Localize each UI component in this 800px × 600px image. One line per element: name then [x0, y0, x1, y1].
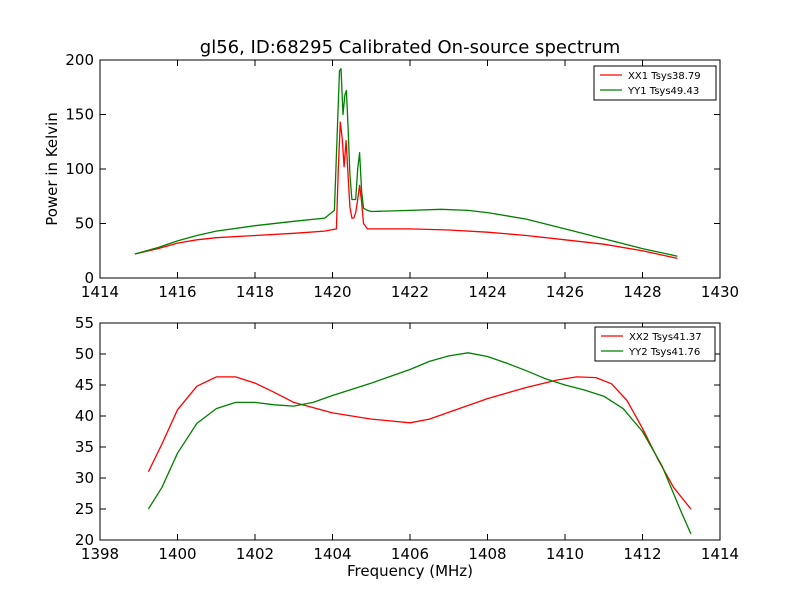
- y-tick-label: 100: [65, 160, 94, 178]
- x-tick-label: 1400: [158, 545, 196, 563]
- x-tick-label: 1406: [391, 545, 429, 563]
- legend-box: [594, 326, 716, 362]
- y-tick-label: 55: [75, 314, 94, 332]
- x-tick-label: 1424: [468, 283, 506, 301]
- series-line-yy1: [134, 68, 678, 257]
- legend-box: [593, 65, 717, 101]
- top-y-axis-label: Power in Kelvin: [43, 112, 61, 226]
- bottom-panel: Frequency (MHz) 1398 1400 1402 1404 1406 1408…: [75, 314, 739, 580]
- y-tick-label: 30: [75, 469, 94, 487]
- x-tick-label: 1426: [546, 283, 584, 301]
- legend: XX2 Tsys41.37 YY2 Tsys41.76: [594, 326, 716, 362]
- series-line-xx2: [147, 376, 692, 510]
- legend-label: YY1 Tsys49.43: [627, 86, 699, 97]
- top-panel: gl56, ID:68295 Calibrated On-source spec…: [43, 37, 739, 301]
- x-tick-label: 1404: [313, 545, 351, 563]
- x-tick-label: 1428: [623, 283, 661, 301]
- x-tick-label: 1430: [701, 283, 739, 301]
- x-tick-label: 1420: [313, 283, 351, 301]
- y-tick-label: 200: [65, 51, 94, 69]
- x-tick-label: 1414: [701, 545, 739, 563]
- y-tick-label: 45: [75, 376, 94, 394]
- top-chart-title: gl56, ID:68295 Calibrated On-source spec…: [200, 37, 620, 58]
- x-tick-label: 1414: [81, 283, 119, 301]
- y-tick-label: 50: [75, 345, 94, 363]
- y-tick-label: 25: [75, 500, 94, 518]
- x-tick-label: 1408: [468, 545, 506, 563]
- legend: XX1 Tsys38.79 YY1 Tsys49.43: [593, 65, 717, 101]
- y-tick-label: 35: [75, 438, 94, 456]
- x-tick-label: 1398: [81, 545, 119, 563]
- y-tick-label: 0: [84, 269, 94, 287]
- bottom-plot-area: 1398 1400 1402 1404 1406 1408 1410 1412 1414 20 25…: [75, 314, 739, 563]
- y-tick-label: 40: [75, 407, 94, 425]
- y-tick-label: 50: [75, 215, 94, 233]
- legend-label: XX2 Tsys41.37: [629, 332, 702, 343]
- y-tick-label: 20: [75, 531, 94, 549]
- x-tick-label: 1416: [158, 283, 196, 301]
- bottom-x-axis-label: Frequency (MHz): [347, 562, 473, 580]
- y-tick-label: 150: [65, 106, 94, 124]
- x-tick-label: 1418: [236, 283, 274, 301]
- top-plot-area: 1414 1416 1418 1420 1422 1424 1426 1428 1430 0 50 1…: [65, 51, 739, 301]
- legend-label: XX1 Tsys38.79: [628, 71, 701, 82]
- x-tick-label: 1410: [546, 545, 584, 563]
- x-tick-label: 1422: [391, 283, 429, 301]
- x-tick-label: 1412: [623, 545, 661, 563]
- series-line-xx1: [134, 121, 678, 260]
- series-line-yy2: [147, 352, 692, 535]
- x-tick-label: 1402: [236, 545, 274, 563]
- legend-label: YY2 Tsys41.76: [628, 347, 700, 358]
